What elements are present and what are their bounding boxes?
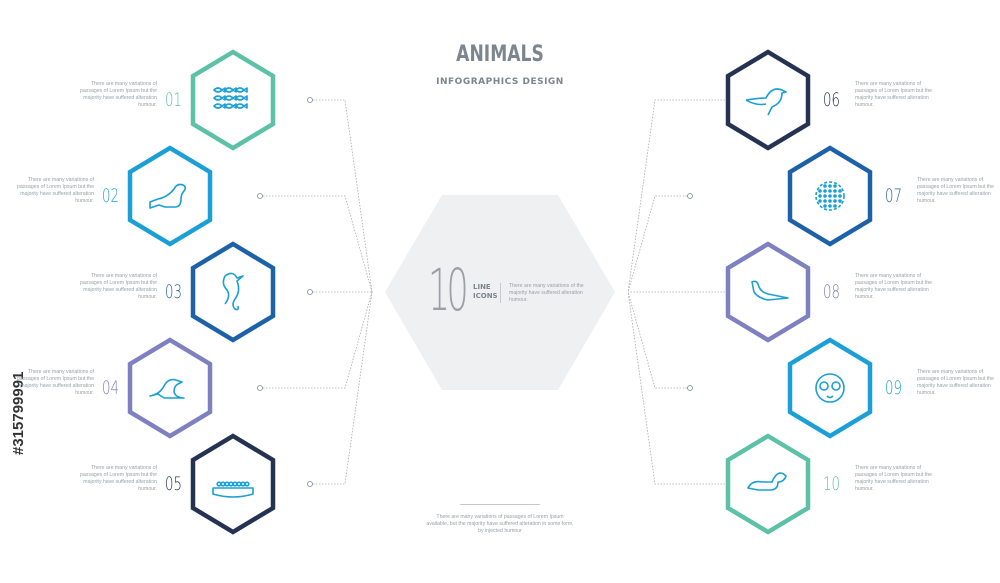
hexagon-02 [127,145,213,247]
seahorse-icon [222,272,244,311]
item-number: 02 [102,185,119,207]
item-hexagons [127,49,873,535]
connector-dot [307,97,313,103]
item-description: There are many variations of passages of… [855,81,932,108]
caviar-icon [212,481,254,498]
hexagon-09 [787,337,873,439]
center-label: LINE ICONS [473,283,498,301]
connector-dot [307,289,313,295]
item-description: There are many variations of passages of… [80,273,157,300]
page-title: ANIMALS [456,42,544,67]
center-description: There are many variations of the majorit… [509,283,584,303]
lemur-icon [815,373,845,403]
connector-dot [257,385,263,391]
page-subtitle: INFOGRAPHICS DESIGN [436,77,564,87]
item-number: 04 [102,377,119,399]
connector-dot [307,481,313,487]
connector-line [627,291,690,389]
connector-dot [687,193,693,199]
otter-icon [751,280,789,301]
connector-line [260,195,373,293]
connector-line [260,291,373,389]
skunk-icon [747,472,787,491]
item-number: 08 [823,281,840,303]
connector-line [627,195,690,293]
item-number: 07 [885,185,902,207]
hexagon-04 [127,337,213,439]
item-description: There are many variations of passages of… [917,177,994,204]
footer-divider [460,504,540,505]
item-description: There are many variations of passages of… [917,369,994,396]
center-divider [500,283,501,303]
bird-icon [745,88,787,116]
connectors [257,97,743,487]
hexagon-03 [190,241,276,343]
connector-dot [257,193,263,199]
center-label-line1: LINE [473,283,491,291]
seal-icon [149,183,187,209]
fish-school-icon [213,87,248,109]
pufferfish-icon [815,181,845,211]
item-number: 10 [823,473,840,495]
item-description: There are many variations of passages of… [80,465,157,492]
item-number: 09 [885,377,902,399]
item-description: There are many variations of passages of… [80,81,157,108]
item-number: 03 [165,281,182,303]
connector-line [627,99,740,293]
item-number: 01 [165,89,182,111]
item-description: There are many variations of passages of… [17,369,94,396]
item-description: There are many variations of passages of… [855,465,932,492]
connector-line [627,291,740,485]
center-number: 10 [428,256,469,324]
hexagon-06 [725,49,811,151]
hexagon-01 [190,49,276,151]
item-description: There are many variations of passages of… [17,177,94,204]
item-description: There are many variations of passages of… [855,273,932,300]
hexagon-08 [725,241,811,343]
hexagon-10 [725,433,811,535]
item-number: 05 [165,473,182,495]
sea-lion-icon [149,378,185,399]
center-label-line2: ICONS [473,292,498,300]
footer-description: There are many variations of passages of… [426,514,574,534]
connector-dot [687,385,693,391]
item-number: 06 [823,89,840,111]
